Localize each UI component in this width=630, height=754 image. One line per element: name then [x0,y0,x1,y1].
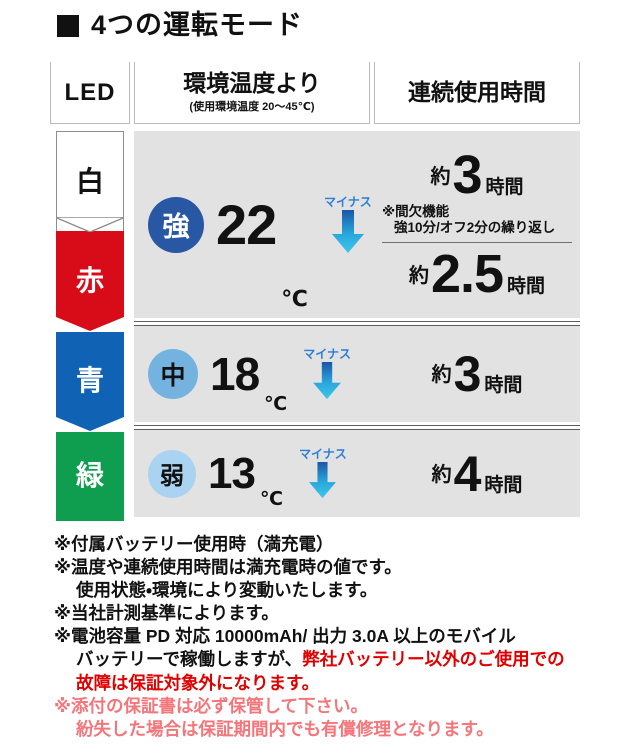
table-header: LED 環境温度より (使用環境温度 20〜45℃) 連続使用時間 [50,62,580,124]
footnote-line: ※付属バッテリー使用時（満充電） [54,534,334,554]
mode-badge-label: 強 [162,212,190,242]
runtime-value: 2.5 [430,244,504,305]
runtime-duration: 約 2.5 時間 [409,247,545,301]
minus-indicator: マイナス [299,448,347,499]
runtime-inner-divider [382,242,572,244]
footnotes: ※付属バッテリー使用時（満充電） ※温度や連続使用時間は満充電時の値です。 使用… [54,533,614,741]
table-row: 強 22 ℃ マイナス [134,131,580,322]
table-body: 白 赤 青 緑 強 2 [50,131,580,521]
row-runtime-cell: 約 3 時間 [374,326,580,422]
chevron-notch-icon [57,217,123,232]
row-runtime-cell: 約 3 時間 ※間欠機能 強10分/オフ2分の繰り返し 約 2.5 時間 [374,131,580,318]
led-segment-blue: 青 [56,331,124,432]
footnote-line-mixed: バッテリーで稼働しますが、弊社バッテリー以外のご使用での [54,648,614,671]
runtime-value: 4 [453,445,482,502]
led-color-column: 白 赤 青 緑 [56,131,124,521]
minus-label: マイナス [303,347,351,361]
footnote-line: 使用状態・環境により変動いたします。 [76,580,378,601]
temperature-unit: ℃ [259,489,283,510]
temperature-unit: ℃ [281,286,308,311]
mode-badge-medium: 中 [148,349,198,399]
runtime-approx: 約 [408,265,429,288]
led-segment-white: 白 [56,131,124,232]
table-row: 中 18 ℃ マイナス [134,325,580,426]
led-label-blue: 青 [75,365,104,396]
row-divider [134,425,580,426]
chevron-notch-icon [56,417,124,432]
mode-badge-label: 弱 [160,463,184,490]
temperature-value: 13 [208,448,256,498]
header-runtime-label: 連続使用時間 [408,79,546,106]
minus-indicator: マイナス [303,348,351,400]
minus-label: マイナス [323,194,372,209]
temperature-value: 18 [210,348,260,400]
chevron-notch-icon [56,317,124,332]
led-segment-red: 赤 [56,231,124,332]
mode-badge-strong: 強 [148,196,204,253]
runtime-primary-block: 約 3 時間 ※間欠機能 強10分/オフ2分の繰り返し [374,148,580,237]
footnote-line: ※温度や連続使用時間は満充電時の値です。 [54,557,402,578]
runtime-unit: 時間 [484,375,523,396]
minus-indicator: マイナス [324,196,372,254]
temperature-value: 22 [216,192,277,256]
runtime-unit: 時間 [484,474,523,496]
runtime-approx: 約 [431,463,452,486]
runtime-approx: 約 [431,364,452,386]
mode-rows: 強 22 ℃ マイナス [134,131,580,517]
footnote-warranty-line: ※添付の保証書は必ず保管して下さい。 [54,695,368,716]
row-runtime-cell: 約 4 時間 [374,430,580,517]
header-temp-sublabel: (使用環境温度 20〜45℃) [189,101,315,114]
footnote-line: ※当社計測基準によります。 [54,603,279,624]
row-temperature-cell: 弱 13 ℃ マイナス [134,430,374,517]
runtime-value: 3 [452,144,482,205]
temperature-unit: ℃ [264,394,288,415]
mode-badge-label: 中 [160,362,186,390]
header-cell-temperature: 環境温度より (使用環境温度 20〜45℃) [134,62,370,124]
runtime-value: 3 [453,346,482,402]
row-temperature-cell: 中 18 ℃ マイナス [134,326,374,422]
down-arrow-icon [309,462,337,499]
header-cell-led: LED [50,62,130,124]
footnote-line: ※電池容量 PD 対応 10000mAh/ 出力 3.0A 以上のモバイル [54,626,516,647]
footnote-plain-part: バッテリーで稼働しますが、 [76,649,303,670]
footnote-warranty-line: 紛失した場合は保証期間内でも有償修理となります。 [76,718,494,739]
intermittent-note-line2: 強10分/オフ2分の繰り返し [394,220,556,235]
led-label-white: 白 [75,165,104,197]
led-label-green: 緑 [75,460,104,491]
header-led-label: LED [64,78,116,106]
runtime-duration: 約 4 時間 [432,449,523,499]
header-cell-runtime: 連続使用時間 [374,62,580,124]
page-title: 4つの運転モード [57,12,303,39]
page-title-text: 4つの運転モード [91,10,304,40]
row-divider [134,321,580,322]
led-label-red: 赤 [75,265,104,296]
runtime-approx: 約 [430,165,451,188]
minus-label: マイナス [298,447,347,461]
down-arrow-icon [313,362,341,400]
header-temp-label: 環境温度より [183,69,321,96]
square-bullet-icon [57,14,79,37]
intermittent-note: ※間欠機能 強10分/オフ2分の繰り返し [382,204,555,237]
led-segment-green: 緑 [56,431,124,521]
runtime-unit: 時間 [485,176,524,198]
table-row: 弱 13 ℃ マイナス [134,429,580,517]
runtime-secondary-block: 約 2.5 時間 [374,247,580,301]
runtime-duration: 約 3 時間 [432,349,523,399]
footnote-warning-part: 弊社バッテリー以外のご使用での [302,649,565,670]
runtime-duration: 約 3 時間 [430,148,523,202]
runtime-unit: 時間 [507,276,546,298]
footnote-warning-line: 故障は保証対象外になります。 [76,672,320,693]
down-arrow-icon [331,209,364,253]
row-temperature-cell: 強 22 ℃ マイナス [134,131,374,318]
intermittent-note-line1: ※間欠機能 [382,203,450,219]
mode-badge-weak: 弱 [148,449,196,498]
